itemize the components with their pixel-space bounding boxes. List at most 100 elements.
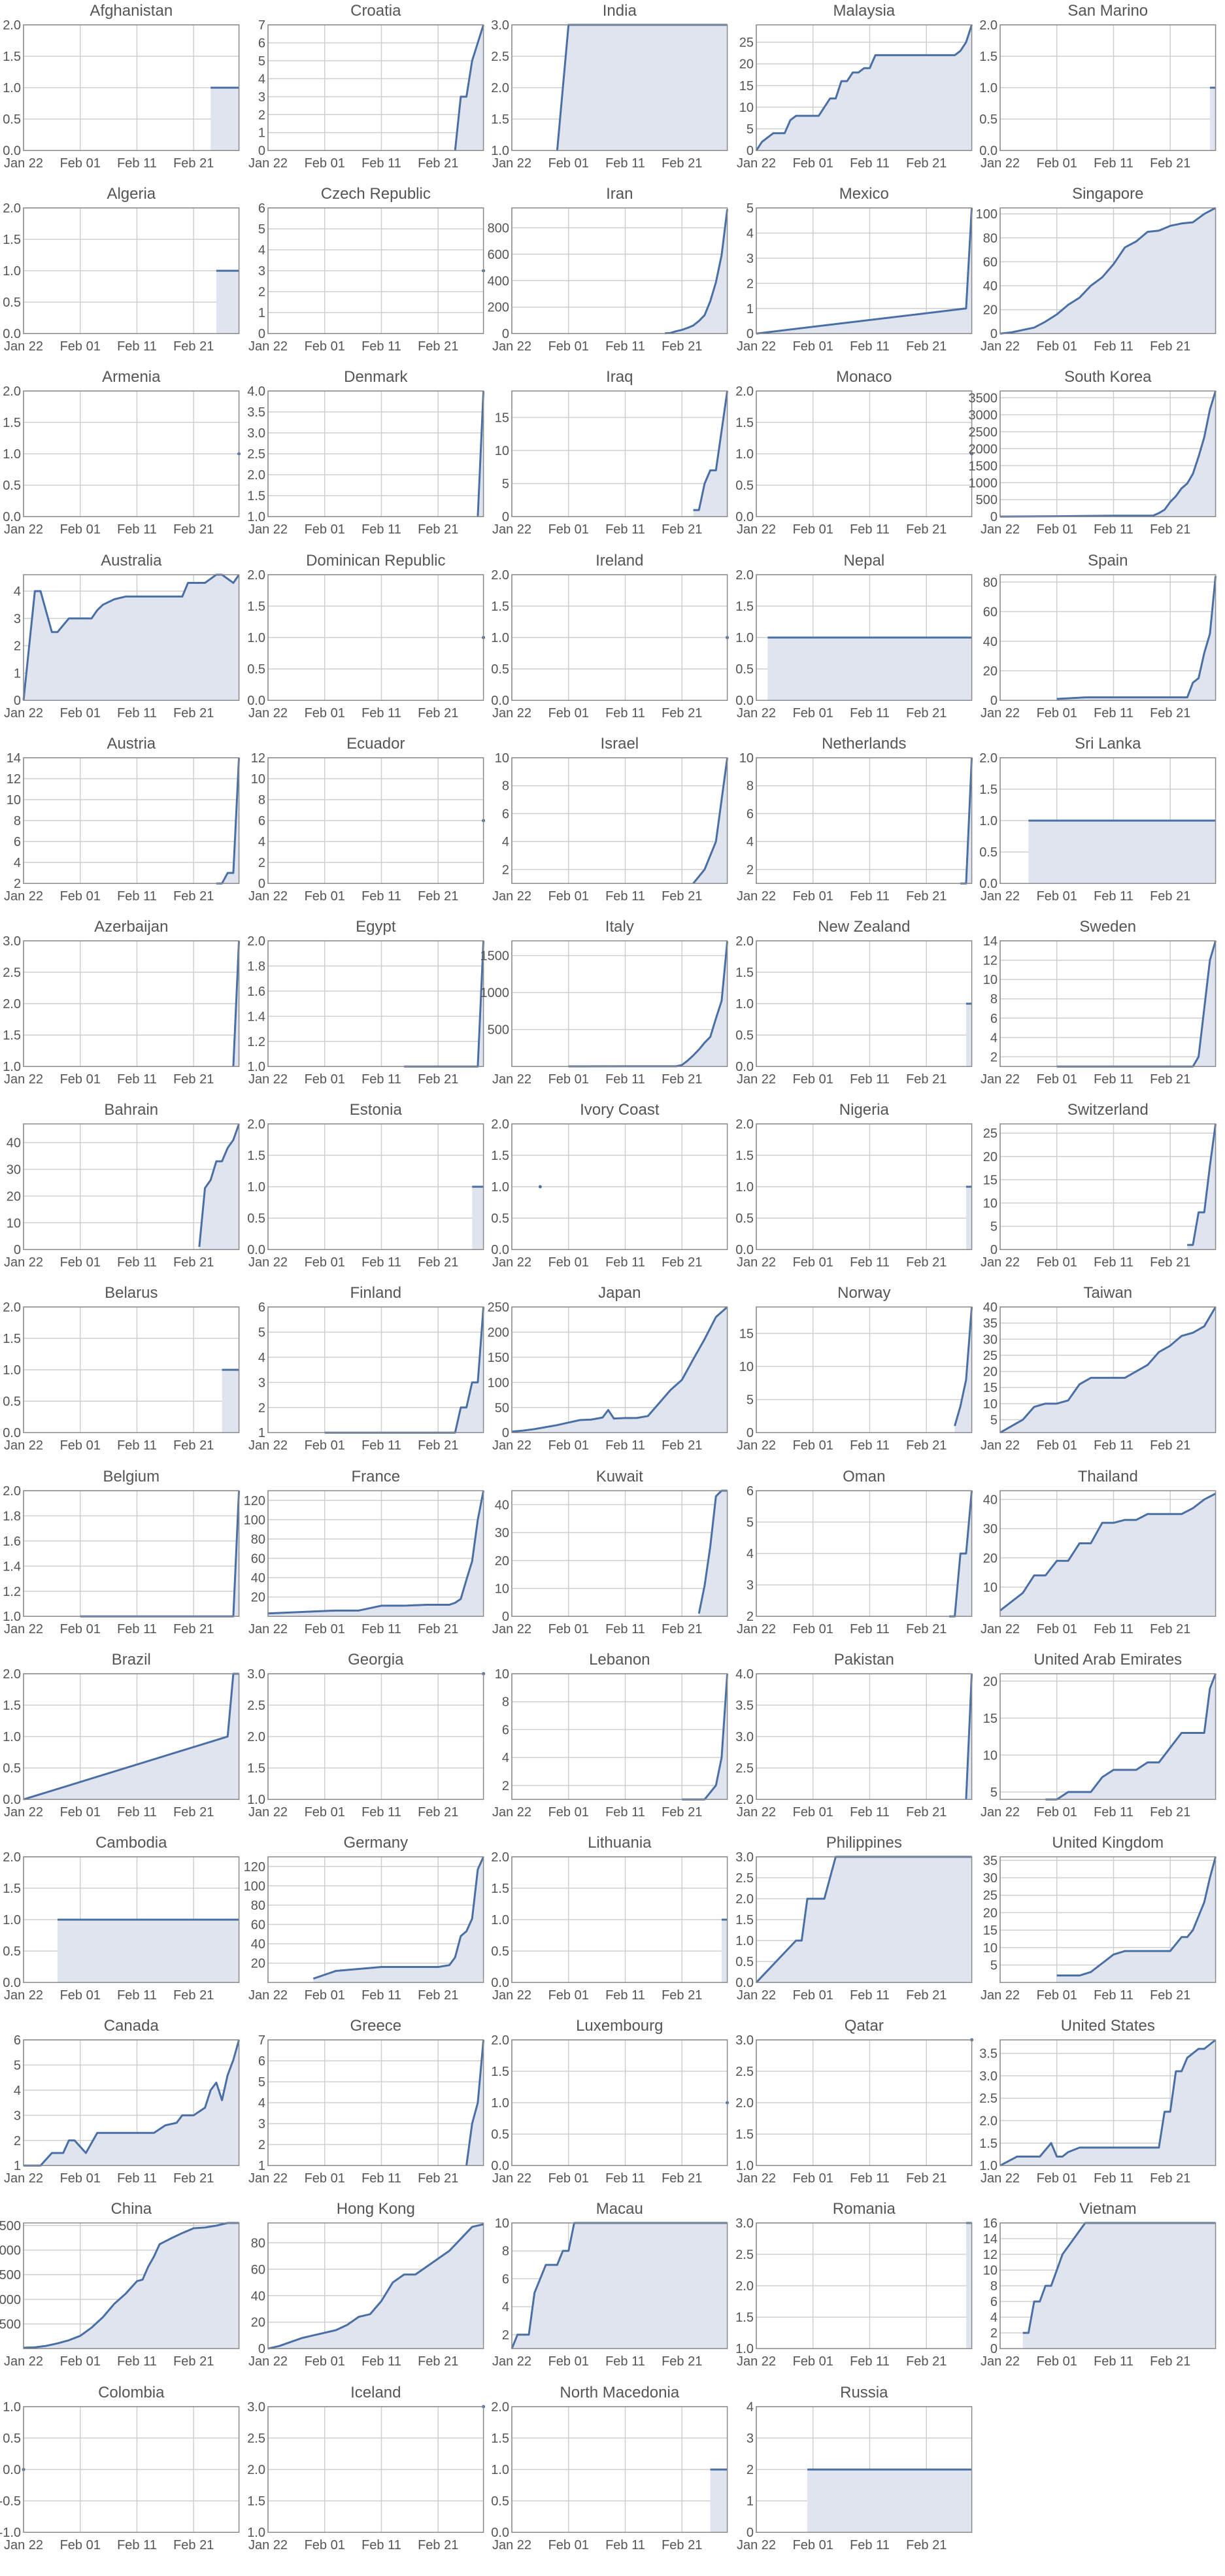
series-area bbox=[693, 757, 728, 883]
x-tick-label: Feb 21 bbox=[662, 1988, 702, 2003]
chart-belarus: Belarus 0.0 0.5 1.0 1.5 2.0 Jan 22 Feb 01 Feb 11… bbox=[3, 1284, 240, 1453]
y-tick-label: 40 bbox=[250, 1937, 265, 1952]
series-line bbox=[1187, 1123, 1217, 1246]
y-tick-label: 0 bbox=[990, 2343, 998, 2357]
x-tick-label: Feb 01 bbox=[792, 1622, 833, 1636]
y-tick-label: 1.0 bbox=[3, 1730, 21, 1744]
y-tick-label: 6 bbox=[14, 2033, 21, 2048]
y-tick-label: 0 bbox=[14, 1243, 21, 1257]
plot-frame bbox=[999, 1673, 1217, 1800]
chart-mexico: Mexico 0 1 2 3 4 5 Jan 22 Feb 01 Feb 11 Feb 21 bbox=[737, 185, 973, 354]
y-tick-label: 100 bbox=[243, 1879, 265, 1893]
chart-iceland: Iceland 1.0 1.5 2.0 2.5 3.0 Jan 22 Feb 01 Feb 11… bbox=[247, 2384, 485, 2552]
y-tick-label: 3.0 bbox=[735, 2033, 754, 2048]
x-tick-label: Jan 22 bbox=[981, 1805, 1020, 1820]
y-tick-label: 2500 bbox=[969, 426, 998, 440]
chart-title: Azerbaijan bbox=[94, 918, 168, 936]
chart-china: China 500 1000 1500 2000 2500 Jan 22 Feb 01 Feb … bbox=[0, 2200, 240, 2369]
y-tick-label: 5 bbox=[990, 1220, 998, 1234]
y-tick-label: 0.0 bbox=[980, 144, 998, 158]
x-tick-label: Jan 22 bbox=[492, 1805, 531, 1820]
chart-south-korea: South Korea 0 500 1000 1500 2000 2500 3000 3500 J… bbox=[969, 368, 1217, 537]
x-tick-label: Jan 22 bbox=[737, 2171, 776, 2186]
y-tick-label: 3.0 bbox=[3, 934, 21, 949]
chart-title: Ivory Coast bbox=[580, 1101, 660, 1119]
y-tick-label: 60 bbox=[250, 1551, 265, 1566]
x-tick-label: Jan 22 bbox=[737, 1805, 776, 1820]
y-tick-label: 20 bbox=[983, 664, 998, 679]
x-tick-label: Feb 01 bbox=[304, 1439, 344, 1453]
x-tick-label: Feb 01 bbox=[792, 1805, 833, 1820]
chart-azerbaijan: Azerbaijan 1.0 1.5 2.0 2.5 3.0 Jan 22 Feb 01 Feb… bbox=[3, 918, 241, 1087]
plot-frame bbox=[267, 390, 484, 518]
plot-frame bbox=[756, 1489, 973, 1617]
chart-title: Belarus bbox=[105, 1284, 158, 1302]
y-tick-label: 1.0 bbox=[3, 447, 21, 462]
series-area bbox=[454, 25, 484, 151]
x-tick-label: Feb 21 bbox=[662, 2538, 702, 2552]
x-tick-label: Feb 01 bbox=[792, 2538, 833, 2552]
x-tick-label: Feb 21 bbox=[662, 1622, 702, 1636]
chart-panel-taiwan: Taiwan 5 10 15 20 25 30 35 40 Jan 22 Feb 01 Feb 11 F… bbox=[977, 1282, 1221, 1465]
y-tick-label: 1.0 bbox=[3, 1913, 21, 1927]
y-tick-label: 4 bbox=[258, 1351, 265, 1365]
y-tick-label: 2 bbox=[14, 639, 21, 653]
chart-title: Hong Kong bbox=[336, 2200, 414, 2218]
x-tick-label: Jan 22 bbox=[981, 1255, 1020, 1270]
x-tick-label: Feb 01 bbox=[60, 1805, 101, 1820]
x-tick-label: Feb 21 bbox=[173, 2538, 214, 2552]
x-tick-label: Feb 11 bbox=[361, 339, 401, 354]
chart-panel-norway: Norway 0 5 10 15 Jan 22 Feb 01 Feb 11 Feb 21 bbox=[733, 1282, 977, 1465]
series-area bbox=[1000, 1307, 1216, 1433]
y-tick-label: 2 bbox=[502, 1779, 509, 1793]
chart-title: New Zealand bbox=[818, 918, 910, 936]
chart-dominican-republic: Dominican Republic 0.0 0.5 1.0 1.5 2.0 Jan 22 F… bbox=[247, 552, 485, 720]
x-tick-label: Jan 22 bbox=[492, 1988, 531, 2003]
y-tick-label: 1000 bbox=[969, 477, 998, 491]
x-tick-label: Feb 11 bbox=[605, 2538, 645, 2552]
y-tick-label: 1.5 bbox=[247, 600, 265, 614]
y-tick-label: 4 bbox=[258, 72, 265, 86]
x-tick-label: Jan 22 bbox=[248, 1988, 288, 2003]
x-tick-label: Feb 01 bbox=[792, 523, 833, 537]
y-tick-label: 5 bbox=[747, 1516, 754, 1530]
y-tick-label: 1.0 bbox=[735, 997, 754, 1011]
y-tick-label: 1.0 bbox=[735, 2343, 754, 2357]
x-tick-label: Feb 01 bbox=[792, 2171, 833, 2186]
x-tick-label: Feb 21 bbox=[1150, 889, 1190, 904]
chart-iraq: Iraq 0 5 10 15 Jan 22 Feb 01 Feb 11 Feb 21 bbox=[492, 368, 729, 537]
y-tick-label: 0.0 bbox=[491, 1976, 509, 1990]
chart-italy: Italy 500 1000 1500 Jan 22 Feb 01 Feb 11 Feb 21 bbox=[480, 918, 729, 1087]
chart-macau: Macau 2 4 6 8 10 Jan 22 Feb 01 Feb 11 Feb 21 bbox=[492, 2200, 728, 2369]
y-tick-label: 2.0 bbox=[735, 384, 754, 399]
y-tick-label: 2 bbox=[747, 1610, 754, 1624]
y-tick-label: 2.0 bbox=[3, 1300, 21, 1315]
chart-armenia: Armenia 0.0 0.5 1.0 1.5 2.0 Jan 22 Feb 01 Feb 11… bbox=[3, 368, 241, 537]
x-tick-label: Feb 21 bbox=[173, 1255, 214, 1270]
x-tick-label: Feb 11 bbox=[1094, 523, 1133, 537]
plot-frame bbox=[511, 1673, 728, 1800]
y-tick-label: 2.0 bbox=[491, 568, 509, 583]
y-tick-label: 6 bbox=[990, 2296, 998, 2310]
series-area bbox=[1000, 1493, 1216, 1616]
x-tick-label: Feb 11 bbox=[361, 1805, 401, 1820]
y-tick-label: 0.0 bbox=[980, 877, 998, 891]
x-tick-label: Jan 22 bbox=[737, 339, 776, 354]
y-tick-label: 2 bbox=[990, 1050, 998, 1064]
y-tick-label: 5 bbox=[502, 477, 509, 492]
y-tick-label: 10 bbox=[983, 1196, 998, 1211]
chart-panel-algeria: Algeria 0.0 0.5 1.0 1.5 2.0 Jan 22 Feb 01 Feb 11… bbox=[0, 183, 244, 366]
y-tick-label: 1.0 bbox=[247, 1180, 265, 1195]
x-tick-label: Jan 22 bbox=[981, 1072, 1020, 1087]
x-tick-label: Feb 21 bbox=[906, 1622, 947, 1636]
y-tick-label: 1.0 bbox=[491, 631, 509, 645]
y-tick-label: 6 bbox=[502, 807, 509, 821]
x-tick-label: Feb 11 bbox=[361, 1072, 401, 1087]
plot-frame bbox=[23, 573, 240, 701]
x-tick-label: Feb 01 bbox=[1037, 1439, 1077, 1453]
x-tick-label: Feb 01 bbox=[304, 523, 344, 537]
y-tick-label: 1.2 bbox=[247, 1035, 265, 1049]
chart-title: Greece bbox=[350, 2017, 401, 2035]
series-area bbox=[216, 271, 239, 334]
plot-frame bbox=[511, 573, 728, 701]
